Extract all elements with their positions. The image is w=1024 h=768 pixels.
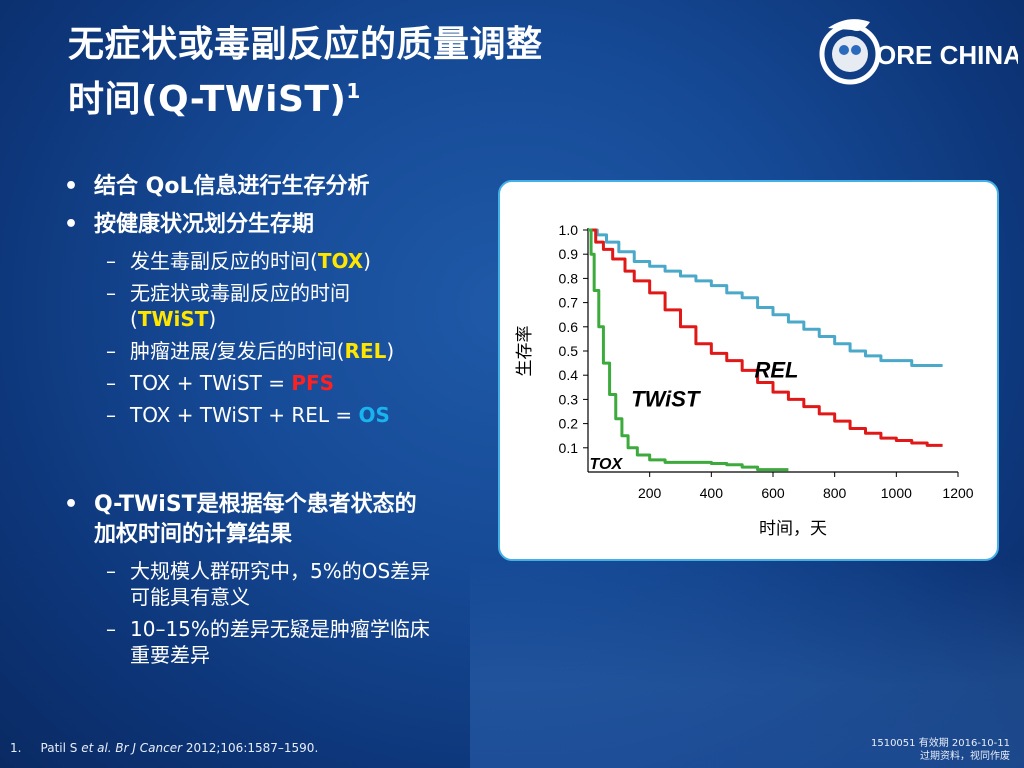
title-line2: 时间(Q-TWiST)	[68, 79, 347, 120]
y-tick-label: 0.7	[559, 295, 579, 311]
sub-bullet-os-diff: – 大规模人群研究中，5%的OS差异 可能具有意义	[106, 559, 431, 609]
sub-bullet-os: – TOX + TWiST + REL = OS	[106, 403, 390, 427]
y-tick-label: 0.3	[559, 391, 579, 407]
y-tick-label: 0.5	[559, 343, 579, 359]
annotation-twist: TWiST	[631, 387, 701, 412]
annotation-tox: TOX	[590, 456, 624, 473]
document-code: 1510051 有效期 2016-10-11 过期资料，视同作废	[870, 738, 1010, 762]
y-tick-label: 0.2	[559, 416, 579, 432]
x-tick-label: 600	[761, 485, 785, 501]
survival-chart: 0.1 0.2 0.3 0.4 0.5 0.6 0.7 0.8 0.9 1.0 200 400 600…	[515, 222, 974, 539]
y-tick-label: 0.1	[559, 440, 579, 456]
title-footnote-ref: 1	[346, 79, 361, 103]
sub-bullet-twist: – 无症状或毒副反应的时间 (TWiST)	[106, 281, 350, 331]
sub-bullet-clinical-diff: –10–15%的差异无疑是肿瘤学临床 重要差异	[106, 617, 430, 667]
y-tick-label: 1.0	[559, 222, 579, 238]
background-skyline	[470, 560, 1024, 768]
bullet-qol: 结合 QoL信息进行生存分析	[62, 172, 492, 202]
bullet-health-status: 按健康状况划分生存期	[62, 210, 492, 240]
y-tick-label: 0.6	[559, 319, 579, 335]
title-line1: 无症状或毒副反应的质量调整	[68, 24, 543, 65]
dragon-icon	[828, 19, 870, 31]
x-tick-label: 200	[638, 485, 662, 501]
x-tick-label: 800	[823, 485, 847, 501]
annotation-rel: REL	[755, 358, 799, 383]
slide-title: 无症状或毒副反应的质量调整 时间(Q-TWiST)1	[68, 22, 708, 123]
y-tick-label: 0.9	[559, 246, 579, 262]
sub-bullet-rel: – 肿瘤进展/复发后的时间(REL)	[106, 339, 395, 363]
footnote: 1. Patil S et al. Br J Cancer 2012;106:1…	[10, 741, 319, 755]
bullet-list: 结合 QoL信息进行生存分析 按健康状况划分生存期 –发生毒副反应的时间(TOX…	[62, 172, 492, 674]
sub-bullet-pfs: – TOX + TWiST = PFS	[106, 371, 335, 395]
y-tick-label: 0.8	[559, 270, 579, 286]
curve-tox	[588, 228, 789, 472]
x-tick-label: 1000	[881, 485, 912, 501]
y-axis-label: 生存率	[515, 326, 535, 377]
x-axis-label: 时间，天	[759, 519, 827, 539]
x-tick-label: 400	[700, 485, 724, 501]
core-china-logo: ORE CHINA	[812, 8, 1022, 100]
x-tick-label: 1200	[942, 485, 973, 501]
logo-text: ORE CHINA	[876, 40, 1018, 70]
y-tick-label: 0.4	[559, 367, 579, 383]
survival-chart-panel: 0.1 0.2 0.3 0.4 0.5 0.6 0.7 0.8 0.9 1.0 200 400 600…	[498, 180, 999, 561]
sub-bullet-tox: – 发生毒副反应的时间(TOX)	[106, 249, 371, 273]
curve-rel	[588, 228, 943, 368]
curve-twist	[588, 228, 943, 447]
